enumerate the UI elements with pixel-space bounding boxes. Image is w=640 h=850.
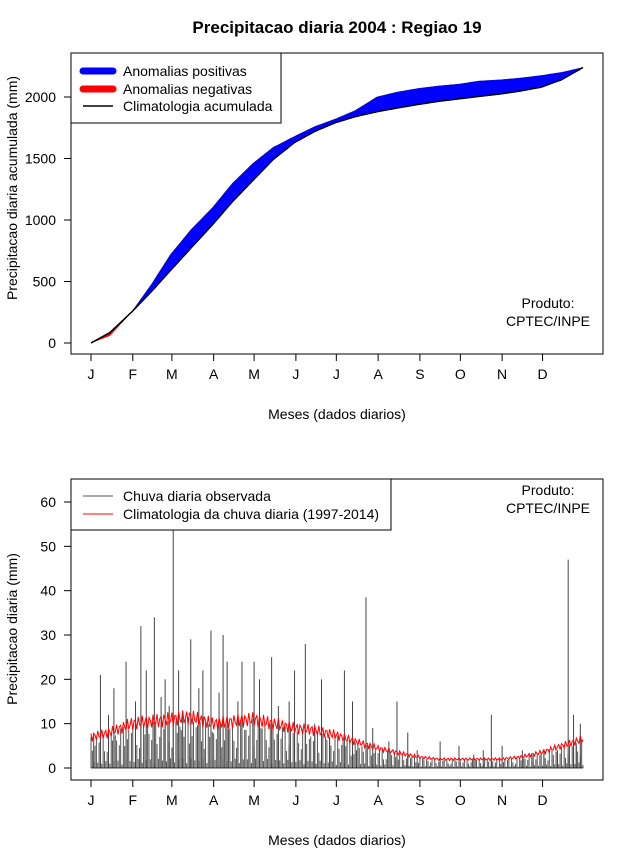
daily-legend-box xyxy=(70,478,392,531)
legend-negative-label: Anomalias negativas xyxy=(123,81,252,97)
cumulative-x-tick-label: J xyxy=(292,366,299,382)
daily-x-tick-label: J xyxy=(333,792,340,808)
daily-y-tick-label: 0 xyxy=(48,760,56,776)
legend-climatology-label: Climatologia acumulada xyxy=(123,98,273,114)
daily-x-tick-label: O xyxy=(455,792,466,808)
cumulative-legend: Anomalias positivas Anomalias negativas … xyxy=(70,52,282,124)
cumulative-x-tick-label: S xyxy=(415,366,424,382)
daily-y-tick-label: 40 xyxy=(40,583,56,599)
daily-y-tick-label: 10 xyxy=(40,716,56,732)
cumulative-x-tick-label: F xyxy=(129,366,138,382)
cumulative-x-axis-label: Meses (dados diarios) xyxy=(268,406,406,422)
daily-x-tick-label: A xyxy=(373,792,383,808)
cumulative-product-label: Produto: xyxy=(522,295,575,311)
daily-x-tick-label: A xyxy=(209,792,219,808)
daily-x-axis-label: Meses (dados diarios) xyxy=(268,832,406,848)
figure-title: Precipitacao diaria 2004 : Regiao 19 xyxy=(192,18,481,37)
cumulative-x-tick-label: J xyxy=(88,366,95,382)
cumulative-x-tick-label: A xyxy=(209,366,219,382)
cumulative-y-tick-label: 1500 xyxy=(25,151,56,167)
daily-x-tick-label: S xyxy=(415,792,424,808)
daily-x-tick-label: M xyxy=(248,792,260,808)
legend-positive-label: Anomalias positivas xyxy=(123,63,247,79)
cumulative-y-tick-label: 0 xyxy=(48,335,56,351)
daily-product-source: CPTEC/INPE xyxy=(506,500,590,516)
daily-y-axis-label: Precipitacao diaria (mm) xyxy=(4,553,20,705)
daily-y-tick-label: 20 xyxy=(40,671,56,687)
cumulative-panel: J F M A M J J A S O N D 0 500 1000 1500 2000 Precipitaca… xyxy=(4,52,604,422)
daily-x-tick-label: M xyxy=(166,792,178,808)
daily-x-tick-label: J xyxy=(88,792,95,808)
cumulative-y-tick-label: 2000 xyxy=(25,89,56,105)
cumulative-plot-frame xyxy=(70,52,604,355)
cumulative-y-tick-label: 1000 xyxy=(25,212,56,228)
legend-observed-label: Chuva diaria observada xyxy=(123,488,271,504)
cumulative-y-tick-label: 500 xyxy=(33,274,57,290)
daily-climatology-line xyxy=(90,710,584,762)
daily-y-tick-label: 50 xyxy=(40,538,56,554)
daily-y-tick-label: 30 xyxy=(40,627,56,643)
cumulative-product-source: CPTEC/INPE xyxy=(506,313,590,329)
daily-legend: Chuva diaria observada Climatologia da c… xyxy=(70,478,392,531)
cumulative-x-tick-label: J xyxy=(333,366,340,382)
cumulative-x-tick-label: A xyxy=(373,366,383,382)
cumulative-x-tick-label: M xyxy=(166,366,178,382)
daily-product-label: Produto: xyxy=(522,482,575,498)
daily-y-tick-label: 60 xyxy=(40,494,56,510)
legend-daily-climatology-label: Climatologia da chuva diaria (1997-2014) xyxy=(123,506,379,522)
climatology-cumulative-line xyxy=(90,66,584,344)
cumulative-x-tick-label: O xyxy=(455,366,466,382)
daily-x-tick-label: N xyxy=(497,792,507,808)
daily-x-tick-label: D xyxy=(537,792,547,808)
cumulative-x-tick-label: M xyxy=(248,366,260,382)
daily-x-tick-label: J xyxy=(292,792,299,808)
cumulative-y-axis-label: Precipitacao diaria acumulada (mm) xyxy=(4,76,20,300)
daily-panel: J F M A M J J A S O N D 0 10 20 30 40 50 60 Precipitacao d… xyxy=(4,478,604,848)
cumulative-x-tick-label: D xyxy=(537,366,547,382)
cumulative-x-tick-label: N xyxy=(497,366,507,382)
daily-x-tick-label: F xyxy=(129,792,138,808)
